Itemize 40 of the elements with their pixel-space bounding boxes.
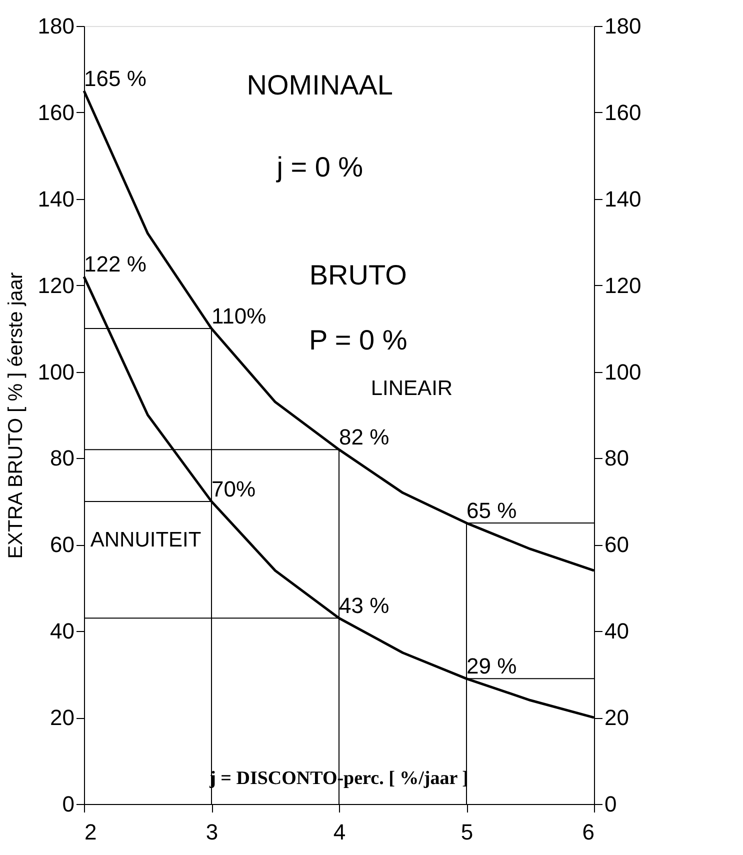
y-tick-label: 100	[38, 359, 74, 384]
annotation: 70%	[212, 476, 256, 502]
y2-tick-label: 180	[604, 14, 642, 38]
y-tick-label: 20	[50, 705, 74, 730]
series-label: ANNUITEIT	[90, 528, 202, 552]
annotation: 122 %	[84, 252, 146, 277]
annotation: 43 %	[339, 593, 390, 618]
y2-tick-label: 40	[604, 618, 629, 644]
y2-tick-label: 80	[604, 446, 629, 471]
annotation: NOMINAAL	[246, 70, 393, 101]
annotation: 165 %	[84, 66, 146, 91]
y2-tick-label: 0	[604, 792, 617, 816]
x-tick-label: 3	[206, 820, 218, 844]
annotation: j = 0 %	[276, 152, 364, 183]
y-tick-label: 0	[62, 792, 74, 816]
y2-tick-label: 100	[604, 359, 642, 384]
x-tick-label: 4	[333, 820, 346, 844]
y-tick-label: 80	[50, 446, 74, 471]
text: LINEAIR	[370, 377, 453, 400]
y2-tick-label: 20	[604, 705, 629, 730]
annotation: BRUTO	[309, 260, 407, 291]
annotation: 82 %	[339, 424, 390, 450]
annotation: 65 %	[466, 498, 517, 524]
y2-tick-label: 140	[604, 186, 642, 212]
x-tick-label: 5	[460, 820, 474, 844]
y2-tick-label: 160	[604, 100, 642, 125]
x-tick-label: 2	[84, 820, 97, 844]
y2-tick-label: 60	[604, 532, 629, 558]
y-tick-label: 60	[50, 532, 74, 558]
y-tick-label: 180	[38, 14, 74, 38]
annotation: 29 %	[466, 654, 517, 679]
y-axis-title: EXTRA BRUTO [ % ] éerste jaar	[4, 272, 27, 559]
y-tick-label: 40	[50, 618, 74, 644]
annotation: P = 0 %	[308, 324, 408, 356]
y-tick-label: 120	[38, 272, 74, 298]
y2-tick-label: 120	[604, 272, 642, 298]
y-tick-label: 140	[38, 186, 74, 212]
annotation: 110%	[212, 304, 266, 329]
x-tick-label: 6	[582, 820, 594, 844]
y-tick-label: 160	[38, 100, 74, 125]
